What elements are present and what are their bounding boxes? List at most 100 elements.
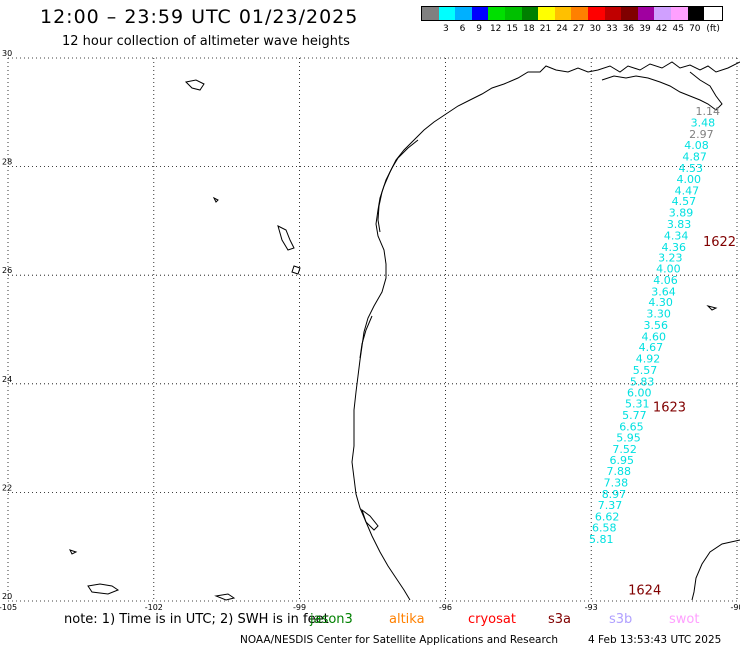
- generation-timestamp: 4 Feb 13:53:43 UTC 2025: [588, 634, 722, 646]
- legend-label: 27: [572, 24, 585, 34]
- wave-height-value: 4.47: [675, 184, 700, 197]
- wave-height-value: 6.65: [619, 420, 644, 433]
- wave-height-value: 6.62: [595, 511, 620, 524]
- map-subtitle: 12 hour collection of altimeter wave hei…: [62, 34, 350, 49]
- legend-label: 15: [506, 24, 518, 34]
- satellite-swot: swot: [669, 612, 700, 627]
- legend-swatch: [621, 7, 638, 20]
- wave-height-value: 5.31: [625, 398, 650, 411]
- wave-height-value: 4.36: [661, 241, 686, 254]
- lat-tick-label: 24: [2, 375, 12, 384]
- wave-height-value: 3.23: [658, 252, 683, 265]
- delta-coast: [601, 71, 723, 111]
- wave-height-value: 5.95: [616, 431, 641, 444]
- legend-labels: 3 6 9 12 15 18 21 24 27 30 33 36 39 42 45 70 (ft): [421, 24, 723, 34]
- wave-height-value: 3.83: [667, 218, 692, 231]
- legend-label: 42: [655, 24, 668, 34]
- axis-labels: -105 -102 -99 -96 -93 -90 30 28 26 24 22 20: [0, 49, 740, 612]
- lat-tick-label: 28: [2, 158, 12, 167]
- wave-height-value: 7.37: [598, 499, 623, 512]
- legend-swatch: [571, 7, 588, 20]
- pass-time-label: 1622: [703, 235, 736, 250]
- barrier-islands: [359, 139, 419, 359]
- legend-label: 9: [476, 24, 482, 34]
- wave-height-value: 1.14: [695, 105, 720, 118]
- altimeter-track: 1.143.482.974.084.874.534.004.474.573.89…: [589, 105, 720, 546]
- legend-label: 45: [672, 24, 684, 34]
- island-3: [214, 593, 236, 601]
- lon-tick-label: -102: [145, 603, 163, 612]
- legend-swatch: [488, 7, 505, 20]
- lon-tick-label: -96: [439, 603, 452, 612]
- legend-swatch: [587, 7, 605, 20]
- legend-swatch: [471, 7, 489, 20]
- lat-tick-label: 20: [2, 592, 12, 601]
- wave-height-value: 3.56: [643, 319, 668, 332]
- wave-height-value: 4.06: [653, 274, 678, 287]
- wave-height-value: 7.88: [607, 465, 632, 478]
- lon-tick-label: -105: [0, 603, 17, 612]
- satellite-cryosat: cryosat: [468, 612, 516, 627]
- island-4: [706, 305, 718, 311]
- lat-tick-label: 22: [2, 483, 12, 492]
- legend-swatch: [438, 7, 456, 20]
- legend-swatch: [538, 7, 555, 20]
- legend-label: 39: [639, 24, 651, 34]
- legend-swatch: [521, 7, 539, 20]
- wave-height-value: 4.00: [656, 262, 681, 275]
- wave-height-value: 5.81: [589, 533, 614, 546]
- legend-label: 6: [459, 24, 466, 34]
- wave-height-value: 7.38: [604, 476, 629, 489]
- map-title: 12:00 – 23:59 UTC 01/23/2025: [40, 6, 359, 28]
- wave-height-value: 4.87: [682, 151, 707, 164]
- legend-label: 3: [443, 24, 449, 34]
- wave-height-value: 4.00: [677, 173, 702, 186]
- lon-tick-label: -99: [293, 603, 306, 612]
- wave-height-value: 6.00: [627, 386, 652, 399]
- legend-swatch: [670, 7, 688, 20]
- time-labels: 1622 1623 1624: [628, 235, 736, 599]
- wave-height-value: 4.08: [684, 139, 709, 152]
- legend-swatches: [421, 6, 724, 21]
- gulf-coastline: [351, 61, 740, 601]
- lagoon: [361, 508, 379, 531]
- lon-tick-label: -90: [730, 603, 740, 612]
- legend-label: 30: [589, 24, 601, 34]
- satellite-altika: altika: [389, 612, 425, 627]
- wave-height-value: 8.97: [602, 488, 627, 501]
- yucatan-coast: [691, 539, 740, 601]
- wave-height-value: 4.53: [678, 162, 703, 175]
- lon-tick-label: -93: [585, 603, 598, 612]
- wave-height-value: 3.30: [646, 308, 671, 321]
- legend-label: 12: [489, 24, 502, 34]
- legend-label: 33: [606, 24, 618, 34]
- pass-time-label: 1624: [628, 583, 661, 598]
- legend-swatch: [604, 7, 622, 20]
- legend-swatch: [554, 7, 572, 20]
- pass-time-label: 1623: [653, 400, 686, 415]
- baja-island: [184, 79, 205, 91]
- legend-label: 36: [622, 24, 635, 34]
- legend-swatch: [504, 7, 522, 20]
- legend-label: 18: [523, 24, 535, 34]
- legend-swatch: [422, 7, 439, 20]
- color-legend: 3 6 9 12 15 18 21 24 27 30 33 36 39 42 45 70 (ft): [421, 6, 724, 34]
- wave-height-value: 5.57: [633, 364, 658, 377]
- wave-height-value: 3.48: [691, 116, 716, 129]
- wave-height-value: 2.97: [689, 128, 714, 141]
- satellite-s3a: s3a: [548, 612, 572, 627]
- wave-height-value: 3.89: [669, 207, 694, 220]
- legend-unit: (ft): [706, 24, 720, 34]
- wave-height-value: 6.95: [609, 454, 634, 467]
- legend-swatch: [654, 7, 671, 20]
- legend-swatch: [687, 7, 705, 20]
- satellite-jason3: jason3: [310, 612, 353, 627]
- island-1: [87, 583, 120, 595]
- wave-height-value: 6.58: [592, 521, 617, 534]
- lat-lon-grid: [7, 57, 738, 602]
- wave-height-value: 4.92: [636, 353, 661, 366]
- legend-label: 70: [689, 24, 701, 34]
- inland-lake-2: [291, 265, 301, 275]
- wave-height-value: 3.64: [651, 285, 676, 298]
